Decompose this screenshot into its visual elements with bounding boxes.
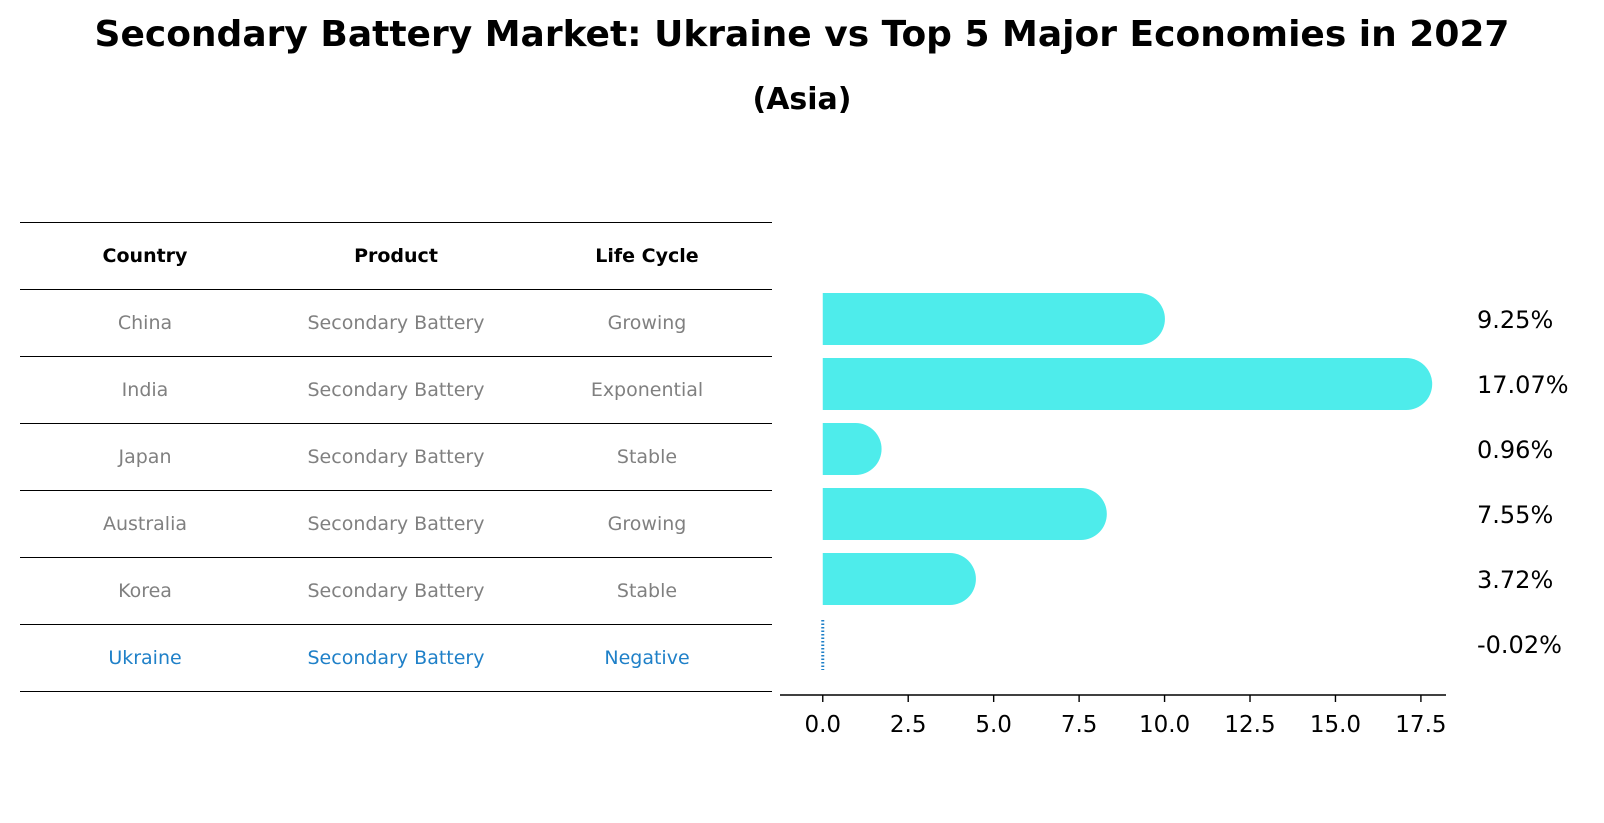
x-tick-label: 15.0 xyxy=(1310,712,1361,738)
x-tick-label: 10.0 xyxy=(1139,712,1190,738)
bar-korea xyxy=(822,553,976,605)
cell-product: Secondary Battery xyxy=(307,647,485,669)
cell-life-cycle: Stable xyxy=(616,446,678,468)
value-label: 17.07% xyxy=(1477,371,1569,399)
value-label: 3.72% xyxy=(1477,566,1553,594)
cell-country: India xyxy=(121,379,169,401)
bar-india xyxy=(822,358,1433,410)
cell-product: Secondary Battery xyxy=(307,580,485,602)
cell-country: China xyxy=(117,312,173,334)
bar-japan xyxy=(822,423,882,475)
cell-life-cycle: Growing xyxy=(607,312,687,334)
x-tick-label: 5.0 xyxy=(975,712,1012,738)
table-row-highlight: Ukraine Secondary Battery Negative xyxy=(20,624,772,692)
table-row: Korea Secondary Battery Stable xyxy=(20,557,772,624)
cell-life-cycle: Negative xyxy=(604,647,690,669)
x-tick-label: 2.5 xyxy=(890,712,927,738)
bar-australia xyxy=(822,488,1107,540)
value-label: 7.55% xyxy=(1477,501,1553,529)
value-label: 0.96% xyxy=(1477,436,1553,464)
table-header-row: Country Product Life Cycle xyxy=(20,222,772,289)
table-row: China Secondary Battery Growing xyxy=(20,289,772,356)
x-tick-label: 7.5 xyxy=(1061,712,1098,738)
x-tick-label: 12.5 xyxy=(1224,712,1275,738)
country-table: Country Product Life Cycle China Seconda… xyxy=(20,222,772,692)
chart-subtitle: (Asia) xyxy=(752,82,852,117)
cell-life-cycle: Growing xyxy=(607,513,687,535)
cell-life-cycle: Exponential xyxy=(590,379,704,401)
cell-life-cycle: Stable xyxy=(616,580,678,602)
value-label: -0.02% xyxy=(1477,631,1562,659)
cell-product: Secondary Battery xyxy=(307,513,485,535)
chart-title: Secondary Battery Market: Ukraine vs Top… xyxy=(94,14,1510,55)
header-life-cycle: Life Cycle xyxy=(595,245,699,267)
bar-chart: 9.25% 17.07% 0.96% 7.55% 3.72% -0.02% 0.0 2.5 5.… xyxy=(780,293,1569,738)
cell-product: Secondary Battery xyxy=(307,312,485,334)
cell-product: Secondary Battery xyxy=(307,446,485,468)
cell-country: Korea xyxy=(118,580,172,602)
x-tick-label: 0.0 xyxy=(804,712,841,738)
table-row: Australia Secondary Battery Growing xyxy=(20,490,772,557)
value-label: 9.25% xyxy=(1477,306,1553,334)
cell-country: Japan xyxy=(118,446,172,468)
cell-country: Ukraine xyxy=(108,647,182,669)
bar-china xyxy=(822,293,1165,345)
table-row: India Secondary Battery Exponential xyxy=(20,356,772,423)
x-tick-label: 17.5 xyxy=(1395,712,1446,738)
cell-product: Secondary Battery xyxy=(307,379,485,401)
header-country: Country xyxy=(102,245,188,267)
table-row: Japan Secondary Battery Stable xyxy=(20,423,772,490)
cell-country: Australia xyxy=(102,513,188,535)
header-product: Product xyxy=(354,245,438,267)
